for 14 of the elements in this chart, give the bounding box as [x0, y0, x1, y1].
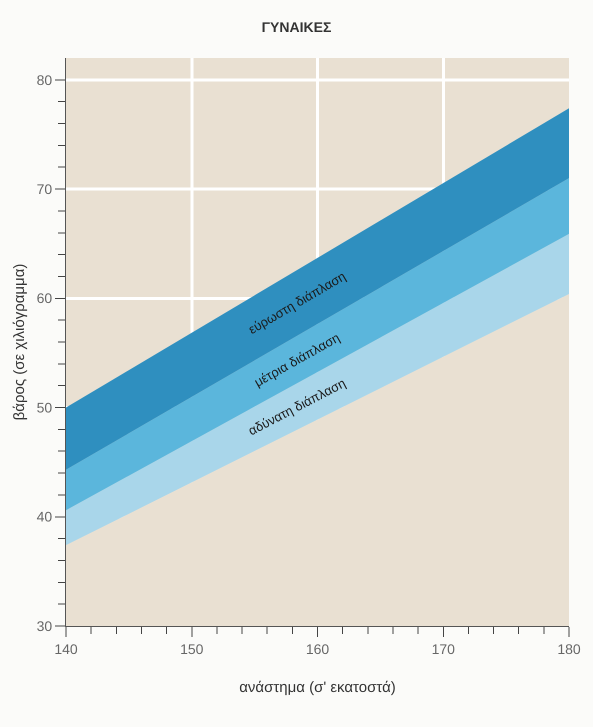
- x-tick-label: 170: [432, 640, 456, 657]
- y-tick-label: 60: [36, 290, 52, 306]
- y-tick-label: 70: [36, 180, 52, 197]
- y-tick-label: 30: [36, 618, 52, 634]
- x-axis-title: ανάστημα (σ' εκατοστά): [239, 678, 396, 696]
- x-tick-label: 160: [306, 640, 330, 657]
- x-tick-label: 150: [180, 640, 204, 657]
- y-tick-label: 40: [36, 508, 52, 525]
- y-tick-label: 50: [36, 399, 52, 416]
- y-axis-title: βάρος (σε χιλιόγραμμα): [10, 264, 28, 420]
- x-tick-label: 180: [557, 640, 581, 657]
- chart-title: ΓΥΝΑΙΚΕΣ: [262, 18, 332, 35]
- y-tick-label: 80: [36, 72, 52, 88]
- x-tick-label: 140: [54, 640, 78, 657]
